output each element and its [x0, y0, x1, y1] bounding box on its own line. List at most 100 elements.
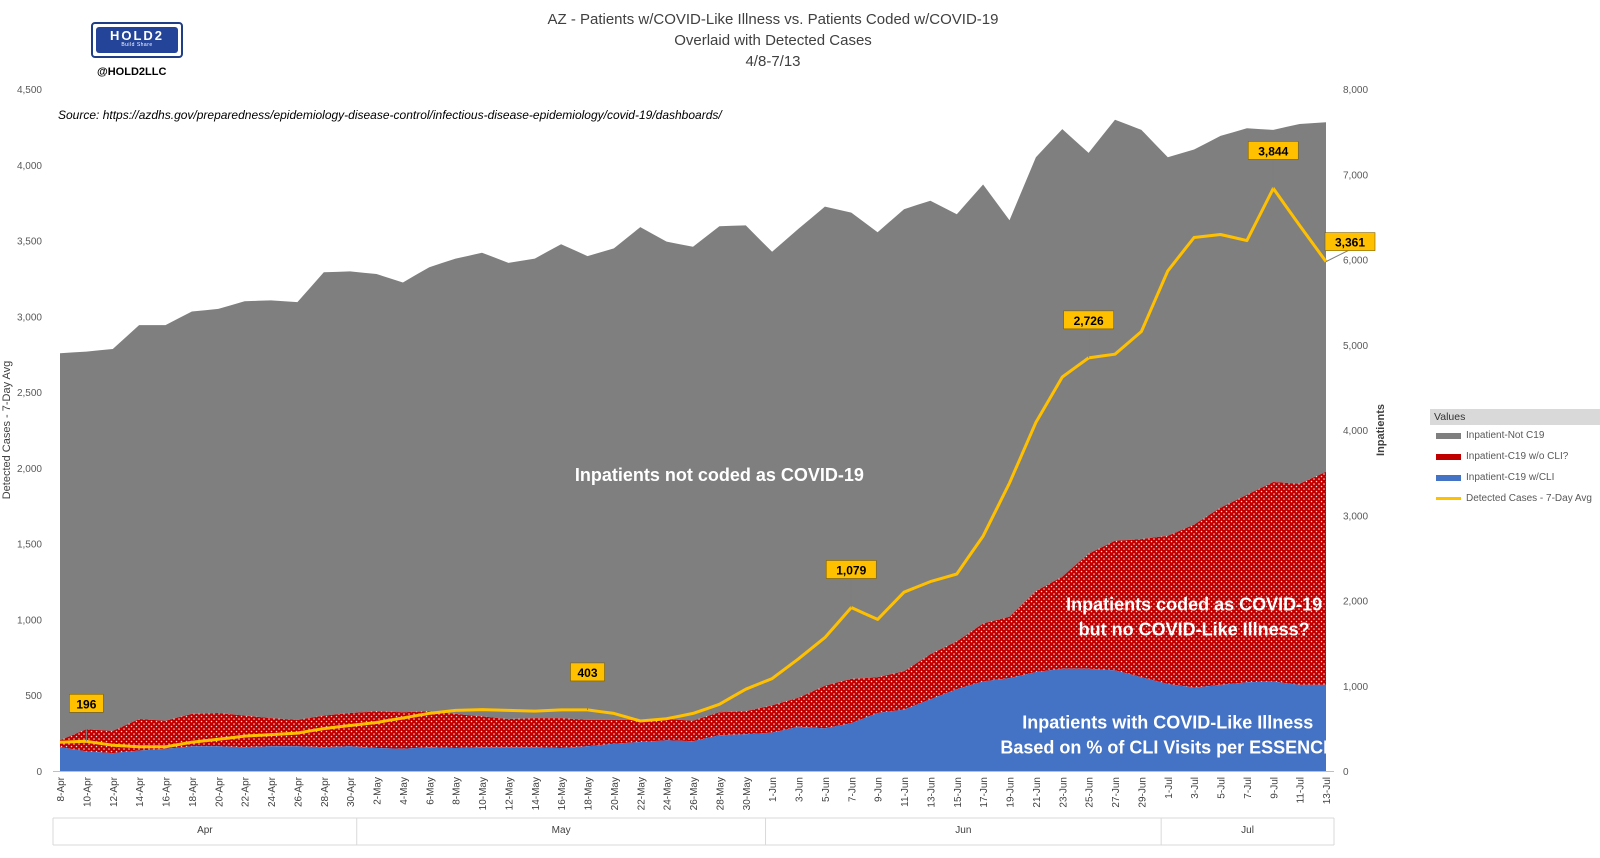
line-detected-cases	[59, 186, 1328, 749]
x-month-label: May	[552, 825, 571, 836]
y-left-tick: 0	[36, 767, 42, 778]
x-tick-label: 26-Apr	[293, 776, 304, 807]
logo-word: HOLD2	[109, 28, 165, 43]
x-tick-label: 8-May	[452, 777, 463, 805]
annotation-text: Inpatients not coded as COVID-19	[575, 465, 864, 485]
x-month-label: Jun	[955, 825, 971, 836]
logo-tagline: Build Share	[121, 42, 153, 48]
x-tick-label: 30-May	[742, 777, 753, 810]
x-tick-label: 27-Jun	[1111, 777, 1122, 808]
stacked-areas	[60, 119, 1326, 771]
y-right-tick: 7,000	[1343, 170, 1368, 181]
x-tick-label: 25-Jun	[1085, 777, 1096, 808]
x-month-label: Apr	[197, 825, 213, 836]
data-label-box	[69, 693, 104, 713]
x-tick-label: 30-Apr	[346, 776, 357, 807]
data-label-leader	[1325, 249, 1351, 263]
data-label-box	[570, 662, 605, 682]
x-tick-label: 18-Apr	[188, 776, 199, 807]
data-label-box	[1247, 141, 1299, 160]
data-label-text: 3,844	[1258, 144, 1288, 158]
x-tick-label: 14-May	[531, 777, 542, 810]
data-label-box	[825, 560, 877, 579]
y-left-tick: 2,000	[17, 464, 42, 475]
x-tick-label: 13-Jul	[1322, 777, 1333, 804]
detected-cases-line	[59, 186, 1328, 749]
y-right-tick: 5,000	[1343, 341, 1368, 352]
y-right-label: Inpatients	[1375, 404, 1387, 456]
legend-label-not-c19: Inpatient-Not C19	[1466, 430, 1545, 441]
legend-swatch-c19-wo-cli	[1436, 453, 1461, 460]
y-right-tick: 3,000	[1343, 511, 1368, 522]
x-tick-label: 5-Jun	[821, 777, 832, 802]
x-tick-label: 6-May	[425, 777, 436, 805]
x-tick-label: 3-Jul	[1190, 777, 1201, 799]
data-label-text: 3,361	[1335, 236, 1365, 250]
x-tick-label: 19-Jun	[1006, 777, 1017, 808]
x-tick-label: 14-Apr	[135, 776, 146, 807]
y-left-tick: 4,000	[17, 161, 42, 172]
x-tick-label: 28-Apr	[320, 776, 331, 807]
x-tick-label: 17-Jun	[979, 777, 990, 808]
annotation-text: but no COVID-Like Illness?	[1079, 620, 1310, 640]
legend-item-not-c19: Inpatient-Not C19	[1430, 425, 1600, 446]
y-left-tick: 3,000	[17, 312, 42, 323]
legend-title: Values	[1430, 409, 1600, 425]
y-left-tick: 1,500	[17, 540, 42, 551]
x-tick-label: 24-Apr	[267, 776, 278, 807]
x-tick-label: 20-Apr	[214, 776, 225, 807]
x-tick-label: 15-Jun	[953, 777, 964, 808]
legend-swatch-not-c19	[1436, 432, 1461, 439]
x-tick-label: 16-May	[557, 777, 568, 810]
y-right-tick: 4,000	[1343, 426, 1368, 437]
x-tick-label: 1-Jul	[1164, 777, 1175, 799]
y-right-tick: 1,000	[1343, 682, 1368, 693]
legend-item-detected-cases: Detected Cases - 7-Day Avg	[1430, 488, 1600, 509]
y-left-tick: 1,000	[17, 615, 42, 626]
title-line: Overlaid with Detected Cases	[674, 32, 872, 49]
area-inpatient-c19-wo-cli	[60, 471, 1326, 754]
hold2-logo: HOLD2 Build Share	[91, 22, 183, 58]
chart-title: AZ - Patients w/COVID-Like Illness vs. P…	[548, 11, 999, 70]
x-tick-label: 24-May	[663, 777, 674, 810]
x-tick-label: 22-May	[636, 777, 647, 810]
legend-label-c19-w-cli: Inpatient-C19 w/CLI	[1466, 472, 1555, 483]
x-tick-label: 18-May	[584, 777, 595, 810]
x-tick-label: 20-May	[610, 777, 621, 810]
y-left-tick: 3,500	[17, 237, 42, 248]
x-tick-label: 9-Jul	[1269, 777, 1280, 799]
x-tick-label: 2-May	[373, 777, 384, 805]
x-tick-label: 1-Jun	[768, 777, 779, 802]
logo-handle: @HOLD2LLC	[97, 66, 167, 78]
area-inpatient-not-c19	[60, 119, 1326, 741]
x-tick-label: 16-Apr	[162, 776, 173, 807]
data-label-text: 2,726	[1074, 314, 1104, 328]
data-labels: 196 403 1,079 2,726 3,844 3,361	[69, 141, 1376, 742]
legend-swatch-detected-cases	[1436, 497, 1461, 500]
y-right-tick: 8,000	[1343, 85, 1368, 96]
title-line: 4/8-7/13	[745, 53, 800, 70]
annotation-text: Based on % of CLI Visits per ESSENCE	[1000, 737, 1335, 757]
x-tick-label: 21-Jun	[1032, 777, 1043, 808]
legend-label-c19-wo-cli: Inpatient-C19 w/o CLI?	[1466, 451, 1569, 462]
x-tick-label: 22-Apr	[241, 776, 252, 807]
annotation-text: Inpatients with COVID-Like Illness	[1022, 712, 1313, 732]
x-tick-label: 13-Jun	[926, 777, 937, 808]
x-tick-label: 10-Apr	[82, 776, 93, 807]
x-tick-label: 3-Jun	[795, 777, 806, 802]
x-tick-label: 9-Jun	[874, 777, 885, 802]
x-tick-label: 23-Jun	[1058, 777, 1069, 808]
y-right-tick: 2,000	[1343, 597, 1368, 608]
y-right-tick: 0	[1343, 767, 1349, 778]
data-label-text: 403	[577, 666, 597, 680]
x-tick-label: 12-Apr	[109, 776, 120, 807]
x-tick-label: 12-May	[504, 777, 515, 810]
x-tick-label: 7-Jun	[847, 777, 858, 802]
x-axis: 8-Apr 10-Apr 12-Apr 14-Apr 16-Apr 18-Apr 20-Ap…	[52, 771, 1335, 846]
y-left-label: Detected Cases - 7-Day Avg	[1, 361, 13, 500]
x-tick-label: 8-Apr	[56, 776, 67, 801]
x-tick-label: 26-May	[689, 777, 700, 810]
source-text: Source: https://azdhs.gov/preparedness/e…	[58, 108, 723, 122]
x-month-label: Jul	[1241, 825, 1254, 836]
